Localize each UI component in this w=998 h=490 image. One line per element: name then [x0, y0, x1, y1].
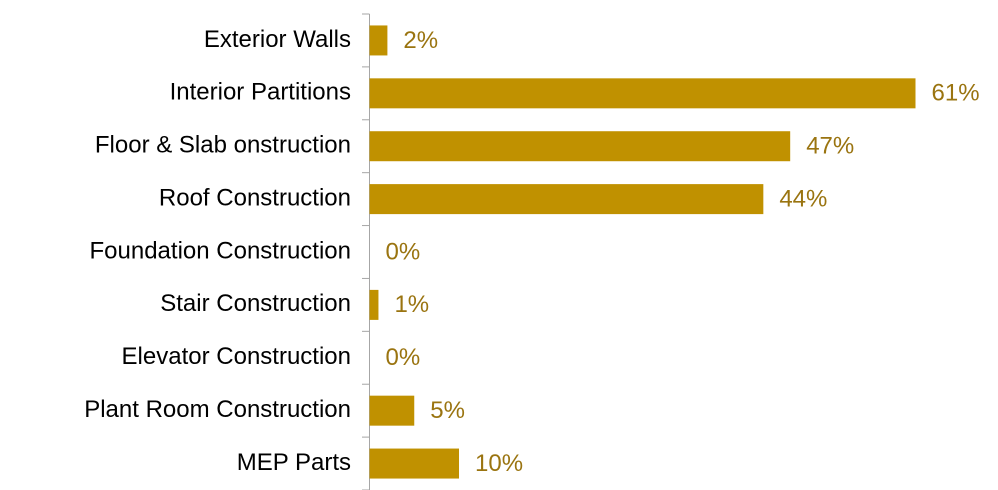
category-label: Stair Construction: [160, 290, 351, 317]
category-label: Exterior Walls: [204, 26, 351, 53]
value-label: 0%: [386, 238, 421, 265]
bar: [369, 131, 791, 162]
category-label: MEP Parts: [237, 449, 351, 476]
category-label: Floor & Slab onstruction: [95, 132, 351, 159]
bar: [369, 448, 460, 479]
category-label: Interior Partitions: [170, 79, 351, 106]
value-label: 2%: [403, 27, 438, 54]
bar: [369, 184, 764, 215]
value-label: 0%: [386, 344, 421, 371]
bar: [369, 25, 388, 56]
category-label: Foundation Construction: [90, 237, 352, 264]
value-label: 44%: [779, 185, 827, 212]
value-label: 1%: [394, 291, 429, 318]
bar: [369, 289, 379, 320]
value-label: 47%: [806, 133, 854, 160]
category-label: Elevator Construction: [122, 343, 351, 370]
value-label: 5%: [430, 397, 465, 424]
category-label: Roof Construction: [159, 184, 351, 211]
bar: [369, 395, 415, 426]
value-label: 10%: [475, 450, 523, 477]
bar: [369, 78, 916, 109]
category-label: Plant Room Construction: [84, 396, 351, 423]
value-label: 61%: [932, 80, 980, 107]
